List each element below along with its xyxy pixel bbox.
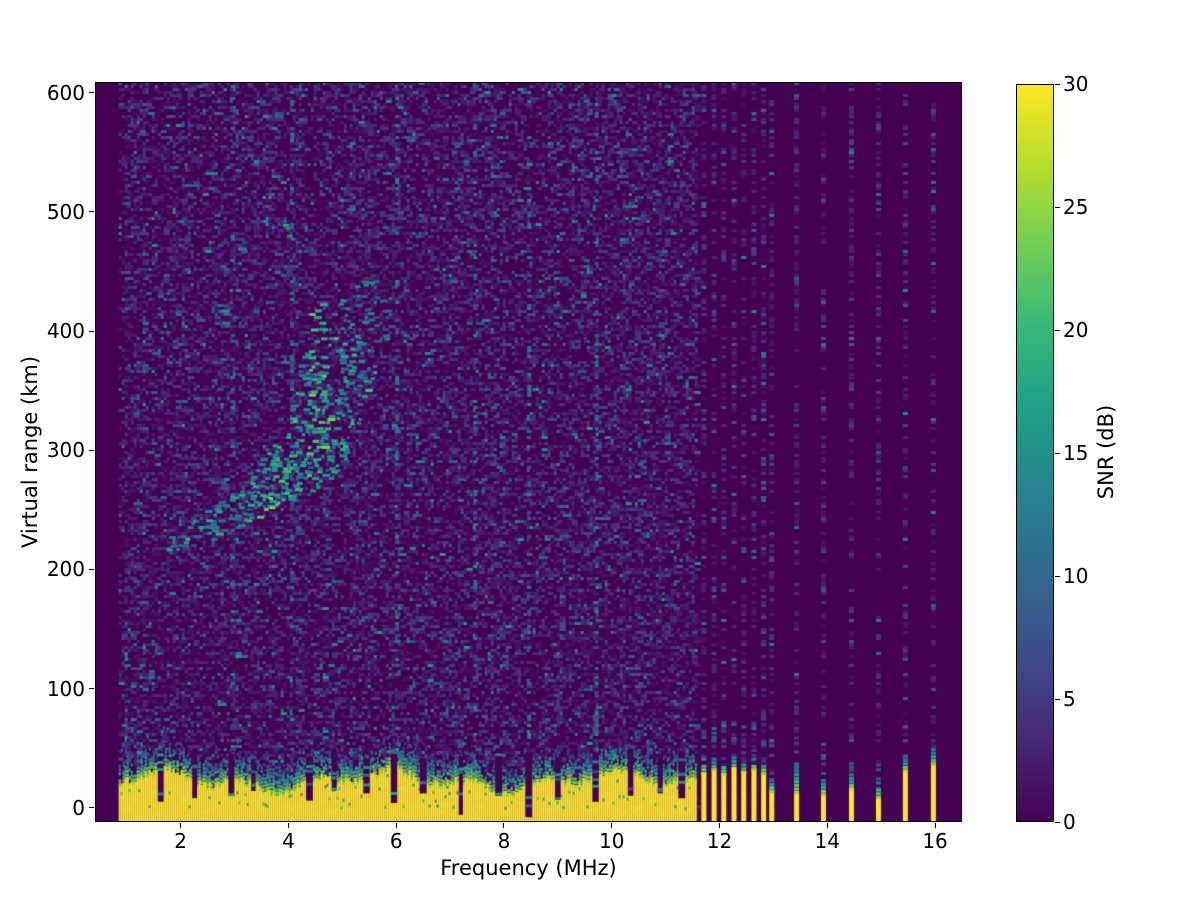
x-tick-mark [180,823,182,828]
x-tick-mark [611,823,613,828]
colorbar-tick-mark [1055,329,1060,331]
y-tick-label: 300 [46,438,85,463]
x-tick-label: 2 [174,829,188,853]
x-tick-mark [826,823,828,828]
colorbar-tick-label: 10 [1063,564,1089,588]
x-tick-mark [395,823,397,828]
y-tick-mark [89,688,94,690]
colorbar-tick-label: 15 [1063,441,1089,465]
colorbar-tick-mark [1055,575,1060,577]
y-tick-mark [89,449,94,451]
ionogram-canvas [95,82,962,822]
x-axis-label: Frequency (MHz) [440,856,617,880]
colorbar-tick-mark [1055,821,1060,823]
x-tick-mark [934,823,936,828]
colorbar-tick-label: 25 [1063,195,1089,219]
y-tick-label: 0 [72,795,85,820]
x-tick-label: 6 [389,829,403,853]
colorbar-tick-mark [1055,83,1060,85]
x-tick-mark [503,823,505,828]
x-tick-label: 4 [282,829,295,853]
y-tick-mark [89,92,94,94]
colorbar-tick-label: 20 [1063,318,1089,342]
y-tick-label: 200 [46,557,85,582]
colorbar-tick-mark [1055,698,1060,700]
y-tick-label: 100 [46,676,85,701]
colorbar-tick-mark [1055,206,1060,208]
y-tick-mark [89,807,94,809]
x-tick-label: 8 [497,829,511,853]
x-tick-label: 16 [922,829,948,853]
y-tick-mark [89,211,94,213]
y-tick-mark [89,330,94,332]
x-tick-label: 10 [599,829,625,853]
colorbar-tick-mark [1055,452,1060,454]
x-tick-label: 14 [814,829,841,853]
y-tick-label: 500 [46,199,85,224]
colorbar-label: SNR (dB) [1094,404,1118,500]
y-tick-label: 600 [46,80,85,105]
x-tick-mark [719,823,721,828]
x-tick-mark [287,823,289,828]
colorbar-tick-label: 5 [1063,687,1076,711]
y-tick-mark [89,568,94,570]
colorbar [1016,84,1054,822]
colorbar-tick-label: 0 [1063,810,1076,834]
x-tick-label: 12 [706,829,733,853]
colorbar-tick-label: 30 [1063,72,1089,96]
y-tick-label: 400 [46,319,85,344]
